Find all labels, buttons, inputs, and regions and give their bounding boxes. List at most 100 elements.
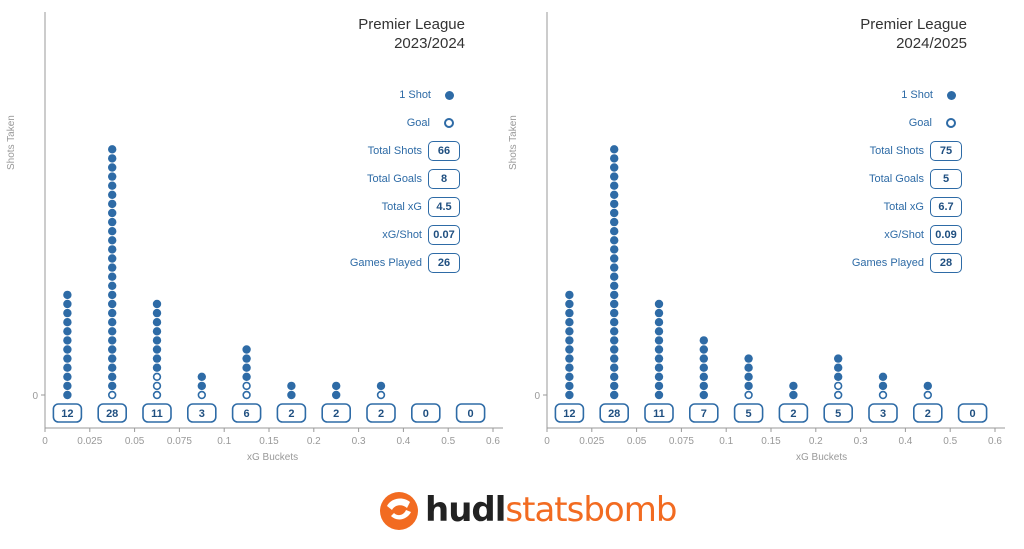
goal-dot bbox=[744, 390, 753, 400]
shot-dot bbox=[699, 363, 708, 372]
chart-svg: 0 0 0.025 0.05 0.075 0.1 0.15 0.2 0.3 0.4 0.5 0.6 12… bbox=[32, 12, 503, 447]
bucket-count-box bbox=[823, 403, 854, 423]
shot-dot bbox=[610, 145, 619, 154]
bucket-count-label: 2 bbox=[333, 408, 339, 420]
filled-dot-icon bbox=[445, 90, 454, 100]
x-tick-label: 0.025 bbox=[579, 436, 604, 447]
bucket-count-label: 2 bbox=[288, 408, 294, 420]
stat-label: Total xG bbox=[883, 201, 924, 213]
x-tick-label: 0.5 bbox=[943, 436, 957, 447]
stat-xg-per-shot: xG/Shot 0.07 bbox=[382, 225, 460, 245]
shot-dot bbox=[63, 336, 72, 345]
shot-dot bbox=[610, 163, 619, 172]
shot-dot bbox=[108, 308, 117, 318]
bucket-count-label: 5 bbox=[746, 408, 752, 420]
shot-dot bbox=[108, 245, 117, 254]
shot-dot bbox=[108, 345, 117, 354]
shot-dot bbox=[108, 199, 117, 209]
x-tick-label: 0.1 bbox=[217, 436, 231, 447]
stat-total-xg: Total xG 4.5 bbox=[382, 197, 460, 217]
goal-dot bbox=[376, 390, 386, 400]
stat-label: xG/Shot bbox=[382, 229, 422, 241]
bucket-count-box bbox=[142, 403, 172, 423]
shot-dot bbox=[108, 163, 117, 172]
stat-value: 4.5 bbox=[428, 197, 460, 217]
bucket-count-box bbox=[231, 403, 262, 423]
shot-dot bbox=[923, 381, 932, 391]
shot-dot bbox=[565, 345, 574, 354]
legend-shot: 1 Shot bbox=[399, 85, 460, 105]
shot-dot bbox=[63, 299, 72, 309]
x-tick-label: 0.15 bbox=[761, 436, 781, 447]
shot-dot bbox=[654, 390, 664, 400]
shot-dot bbox=[108, 263, 117, 272]
stat-value: 26 bbox=[428, 253, 460, 273]
shot-dot bbox=[242, 363, 251, 372]
shot-dot bbox=[610, 363, 619, 372]
filled-dot-icon bbox=[947, 90, 956, 100]
shot-dot bbox=[152, 308, 162, 318]
hudl-statsbomb-logo-icon bbox=[380, 492, 418, 530]
shot-dot bbox=[565, 336, 574, 345]
shot-dot bbox=[610, 318, 619, 327]
shot-dot bbox=[108, 217, 117, 227]
bucket-count-label: 11 bbox=[653, 408, 665, 420]
goal-dot bbox=[242, 390, 251, 400]
stat-label: Total Goals bbox=[868, 173, 924, 185]
bucket-count-box bbox=[455, 403, 486, 423]
bucket-count-box bbox=[321, 403, 352, 423]
chart-title: Premier League bbox=[860, 16, 967, 33]
shot-dot bbox=[108, 281, 117, 290]
stat-label: xG/Shot bbox=[884, 229, 924, 241]
x-tick-label: 0.6 bbox=[988, 436, 1002, 447]
bucket-count-label: 2 bbox=[925, 408, 931, 420]
shot-dot bbox=[610, 345, 619, 354]
x-tick-label: 0.05 bbox=[627, 436, 647, 447]
stat-value: 5 bbox=[930, 169, 962, 189]
shot-dot bbox=[108, 227, 117, 236]
shot-dot bbox=[108, 254, 117, 263]
shot-dot bbox=[108, 208, 117, 218]
x-axis-label: xG Buckets bbox=[247, 452, 299, 463]
shot-dot bbox=[699, 345, 708, 354]
hollow-dot-icon bbox=[444, 118, 454, 128]
shot-dot bbox=[565, 290, 574, 300]
shot-dot bbox=[63, 308, 72, 318]
shot-dot bbox=[197, 381, 206, 391]
hollow-dot-icon bbox=[946, 118, 956, 128]
bucket-count-label: 0 bbox=[468, 408, 474, 420]
shot-dot bbox=[332, 390, 341, 400]
y-tick-label: 0 bbox=[32, 391, 38, 402]
shot-dot bbox=[834, 372, 843, 381]
shot-dot bbox=[63, 327, 72, 336]
shot-dot bbox=[108, 336, 117, 345]
bucket-count-box bbox=[276, 403, 307, 423]
x-tick-label: 0.3 bbox=[352, 436, 366, 447]
chart-panel-2023-2024: 0 0 0.025 0.05 0.075 0.1 0.15 0.2 0.3 0.4 0.5 0.6 12… bbox=[0, 0, 505, 470]
stat-value: 0.09 bbox=[930, 225, 962, 245]
x-tick-label: 0.4 bbox=[396, 436, 410, 447]
stat-value: 75 bbox=[930, 141, 962, 161]
chart-svg: 0 0 0.025 0.05 0.075 0.1 0.15 0.2 0.3 0.4 0.5 0.6 12… bbox=[534, 12, 1005, 447]
goal-dot bbox=[834, 381, 843, 391]
shot-dot bbox=[878, 381, 888, 391]
shot-dot bbox=[654, 345, 664, 354]
shot-dot bbox=[63, 363, 72, 372]
shot-dot bbox=[610, 327, 619, 336]
bucket-count-label: 2 bbox=[378, 408, 384, 420]
shot-dot bbox=[610, 263, 619, 272]
legend-goal: Goal bbox=[407, 113, 460, 133]
goal-dot bbox=[834, 390, 843, 400]
shot-dot bbox=[610, 236, 619, 245]
stat-label: Total Shots bbox=[869, 145, 924, 157]
stat-value: 28 bbox=[930, 253, 962, 273]
x-tick-label: 0.15 bbox=[259, 436, 279, 447]
shot-dot bbox=[610, 217, 619, 227]
legend-shot-label: 1 Shot bbox=[399, 89, 431, 101]
shot-dot bbox=[610, 254, 619, 263]
shot-dot bbox=[654, 381, 664, 391]
shot-dot bbox=[610, 308, 619, 318]
shot-dot bbox=[565, 299, 574, 309]
shot-dot bbox=[654, 318, 664, 327]
bucket-count-label: 11 bbox=[151, 408, 163, 420]
